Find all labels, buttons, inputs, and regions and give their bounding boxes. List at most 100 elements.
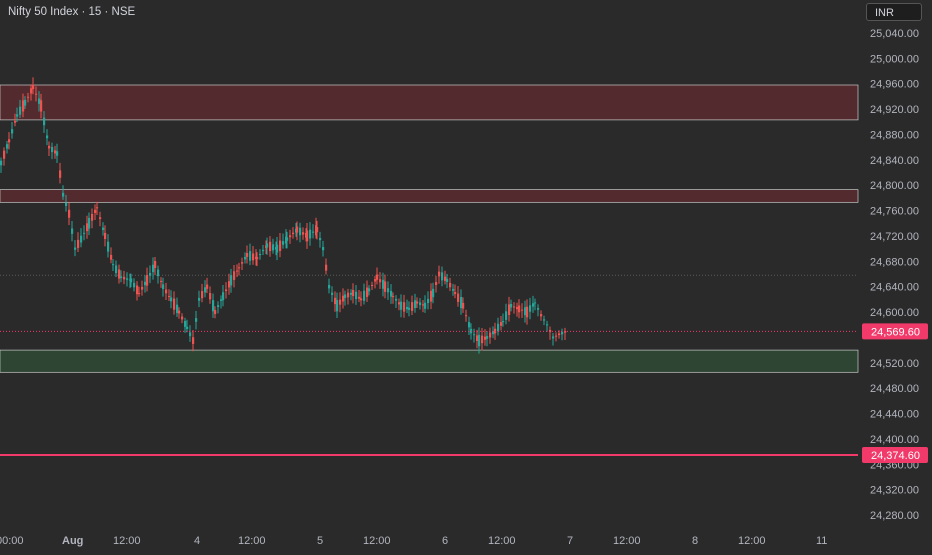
candle [68,209,71,218]
candle [30,88,33,94]
x-axis-tick-label: 7 [567,535,573,547]
candle [8,139,11,143]
y-axis-tick-label: 24,400.00 [870,434,919,446]
candle [564,331,567,333]
candle [244,256,247,260]
candle [366,287,369,297]
support-level-price-label: 24,374.60 [871,450,920,462]
candle [112,264,115,266]
candle [225,289,228,292]
candle [446,278,449,282]
candle [419,302,422,306]
candle [252,253,255,261]
candle [292,232,295,235]
candle [77,239,80,248]
currency-selector[interactable]: INR [866,3,922,21]
candle [19,106,22,115]
y-axis-tick-label: 24,680.00 [870,256,919,268]
candle [460,297,463,309]
candle [408,307,411,310]
candle [118,269,121,279]
candle [59,170,62,178]
candle [24,99,27,106]
candle [518,305,521,313]
candle [136,285,139,295]
candle [403,302,406,312]
candle [334,297,337,305]
y-axis-tick-label: 24,760.00 [870,206,919,218]
candle [516,307,519,310]
y-axis-tick-label: 24,600.00 [870,307,919,319]
candle [414,300,417,308]
candle [316,227,319,233]
candle [382,279,385,289]
candle [276,244,279,253]
support-level-label-bg [862,447,928,464]
y-axis-tick-label: 24,280.00 [870,510,919,522]
candle [272,244,275,251]
candle [489,332,492,338]
x-axis-tick-label: 12:00 [613,535,641,547]
candle [71,228,74,234]
candle [40,100,43,112]
candle [529,305,532,312]
candle [476,335,479,342]
candle [149,272,152,276]
candle [322,247,325,251]
demand-zone [0,349,859,373]
candle [266,243,269,248]
candle [222,292,225,301]
y-axis-tick-label: 24,880.00 [870,129,919,141]
candle [424,302,427,309]
candle [457,293,460,302]
candle [146,275,149,286]
candle [416,301,419,304]
candle [342,295,345,302]
x-axis-tick-label: 12:00 [238,535,266,547]
candle [38,98,41,104]
candle [262,249,265,252]
candle [444,276,447,281]
candle [110,254,113,260]
candle [138,292,141,294]
candle [390,290,393,297]
candle [173,298,176,310]
candle [51,147,54,153]
candle [16,114,19,117]
candle [54,150,57,154]
candle [201,291,204,299]
candle [513,306,516,308]
candle [350,292,353,295]
candle [181,316,184,320]
y-axis-tick-label: 25,000.00 [870,53,919,65]
candle [0,160,3,166]
candle [355,291,358,300]
candle [339,299,342,305]
candle [432,288,435,298]
y-axis-tick-label: 24,920.00 [870,104,919,116]
candle [435,282,438,286]
candle [65,202,68,206]
candle [543,319,546,321]
candle [521,309,524,311]
candle [352,289,355,297]
candle [549,330,552,333]
candle [358,296,361,299]
y-axis-tick-label: 24,520.00 [870,358,919,370]
x-axis-tick-label: 12:00 [488,535,516,547]
candle [126,278,129,280]
candle [74,247,77,250]
x-axis-tick-label: Aug [62,535,83,547]
candle [99,217,102,219]
y-axis-tick-label: 24,800.00 [870,180,919,192]
candle [502,320,505,323]
candle [3,150,6,159]
candle [189,332,192,337]
y-axis-tick-label: 24,640.00 [870,282,919,294]
candle [94,209,97,213]
candle [279,240,282,251]
candle [48,145,51,149]
candle [228,281,231,288]
